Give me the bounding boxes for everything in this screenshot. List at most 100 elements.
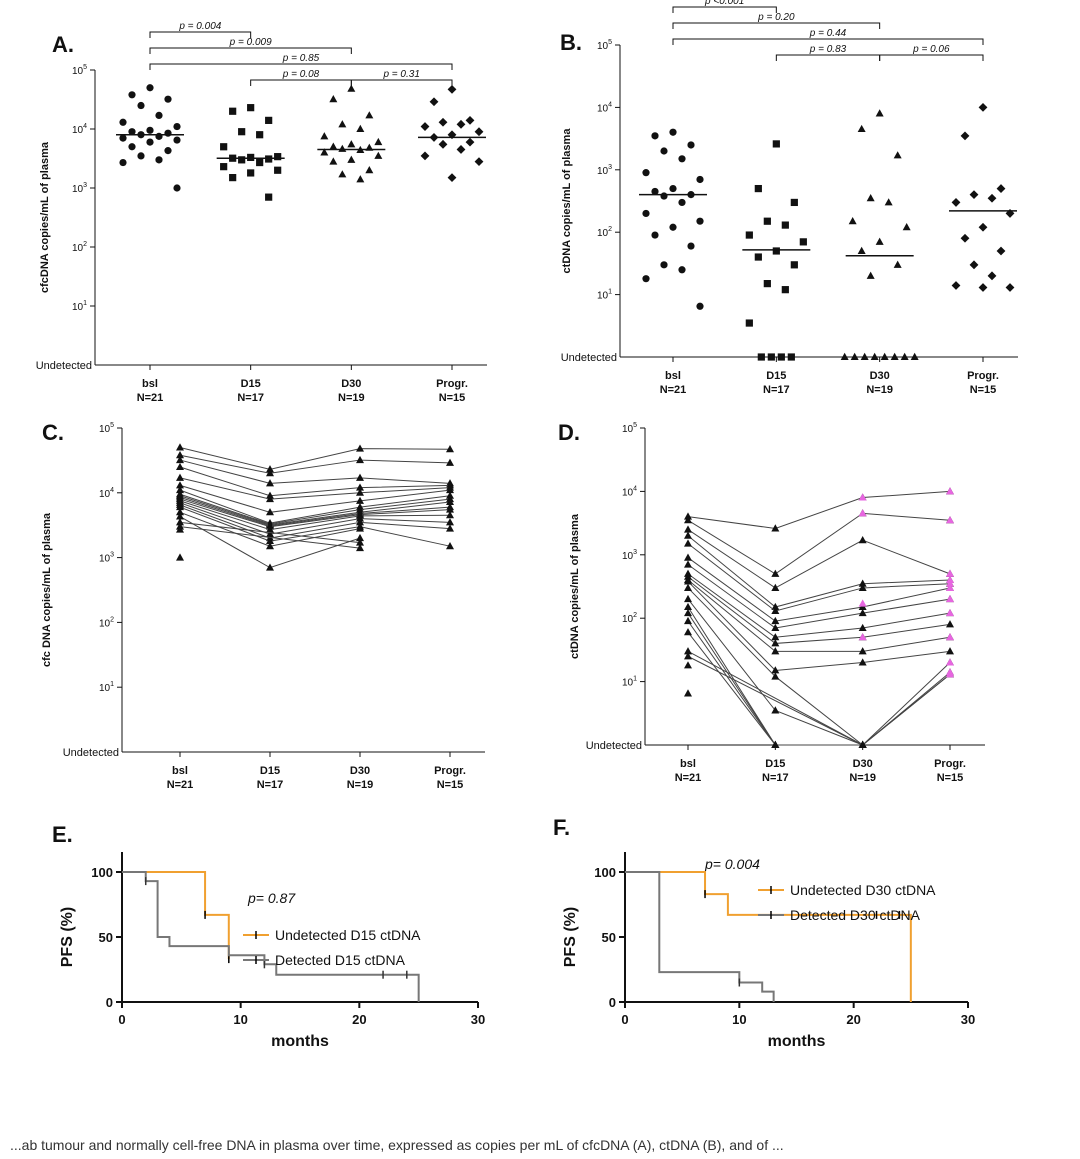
panel-a-point <box>466 116 475 125</box>
panel-c-y-tick-label: 105 <box>99 422 114 435</box>
panel-d-point <box>946 620 954 627</box>
panel-d-point <box>684 554 692 561</box>
panel-a-point <box>439 140 448 149</box>
panel-e-x-tick-label: 20 <box>352 1012 366 1027</box>
panel-a-p-value: p = 0.08 <box>282 69 320 80</box>
panel-b-point <box>961 234 970 243</box>
panel-a-point <box>173 136 180 143</box>
panel-b-point <box>849 217 857 224</box>
panel-d-point <box>684 539 692 546</box>
panel-a-point <box>119 159 126 166</box>
panel-f-legend-label: Undetected D30 ctDNA <box>790 882 936 898</box>
panel-a-x-tick-n: N=21 <box>137 392 164 404</box>
panel-d-highlight-point <box>946 633 954 640</box>
panel-a-x-tick-n: N=19 <box>338 392 365 404</box>
panel-a-point <box>229 174 236 181</box>
panel-b-x-tick-label: D30 <box>870 370 890 382</box>
panel-e-label: E. <box>52 822 73 847</box>
panel-b-point <box>894 151 902 158</box>
panel-a-y-tick-label: 101 <box>72 300 87 313</box>
panel-d-point <box>684 603 692 610</box>
panel-a-p-value: p = 0.31 <box>382 69 419 80</box>
panel-b-point <box>678 266 685 273</box>
panel-b-point <box>800 238 807 245</box>
panel-a-point <box>238 156 245 163</box>
panel-d-point <box>771 584 779 591</box>
panel-b-point <box>651 132 658 139</box>
panel-a-point <box>439 118 448 127</box>
panel-e-xlabel: months <box>271 1033 329 1050</box>
panel-c-x-tick-n: N=19 <box>347 779 374 791</box>
panel-b-point <box>979 283 988 292</box>
panel-d-highlight-point <box>859 509 867 516</box>
panel-a-point <box>155 133 162 140</box>
panel-b-point <box>755 253 762 260</box>
panel-c-point <box>356 474 364 481</box>
panel-b-point <box>1006 283 1015 292</box>
panel-d-point <box>684 532 692 539</box>
panel-a-point <box>320 132 328 139</box>
panel-f-x-tick-label: 10 <box>732 1012 746 1027</box>
panel-b-point <box>651 231 658 238</box>
panel-a-point <box>466 138 475 147</box>
panel-d-y-tick-label: 103 <box>622 549 637 562</box>
panel-a-point <box>475 127 484 136</box>
panel-b-point <box>894 261 902 268</box>
panel-f-ylabel: PFS (%) <box>562 907 579 967</box>
panel-b-point <box>764 280 771 287</box>
panel-a-point <box>457 120 466 129</box>
panel-b-point <box>901 353 909 360</box>
panel-a-x-tick-n: N=17 <box>237 392 264 404</box>
panel-a-point <box>421 122 430 131</box>
panel-a-point <box>164 96 171 103</box>
panel-c-series-line <box>180 485 450 512</box>
panel-a-point <box>347 140 355 147</box>
panel-b-point <box>696 218 703 225</box>
panel-b-point <box>903 223 911 230</box>
panel-c-y-tick-label: 103 <box>99 552 114 565</box>
panel-a-y-tick-label: 102 <box>72 241 87 254</box>
panel-b-x-tick-label: bsl <box>665 370 681 382</box>
panel-f-legend-label: Detected D30 ctDNA <box>790 907 921 923</box>
panel-a-x-tick-label: Progr. <box>436 378 468 390</box>
panel-d-highlight-point <box>946 487 954 494</box>
panel-a-point <box>338 145 346 152</box>
panel-a-point <box>247 169 254 176</box>
panel-b-p-value: p = 0.06 <box>912 44 950 55</box>
panel-b-bracket <box>776 55 879 61</box>
panel-d-highlight-point <box>859 599 867 606</box>
panel-b-point <box>660 261 667 268</box>
panel-b-p-value: p <0.001 <box>704 0 744 7</box>
panel-b-point <box>669 224 676 231</box>
panel-c-undetected-label: Undetected <box>63 747 119 759</box>
panel-b-point <box>755 185 762 192</box>
panel-a-point <box>119 135 126 142</box>
panel-b-point <box>660 192 667 199</box>
panel-b-point <box>746 231 753 238</box>
panel-c-ylabel: cfc DNA copies/mL of plasma <box>41 512 53 667</box>
panel-a-point <box>347 156 355 163</box>
panel-a-point <box>128 91 135 98</box>
panel-d-highlight-point <box>946 658 954 665</box>
panel-b-point <box>782 286 789 293</box>
panel-b-y-tick-label: 102 <box>597 226 612 239</box>
panel-c-x-tick-n: N=15 <box>437 779 464 791</box>
panel-a-p-value: p = 0.85 <box>282 53 320 64</box>
panel-d-highlight-point <box>946 609 954 616</box>
panel-c-x-tick-label: D15 <box>260 765 280 777</box>
panel-b-point <box>979 103 988 112</box>
panel-b-point <box>764 218 771 225</box>
panel-e-ylabel: PFS (%) <box>59 907 76 967</box>
panel-b-point <box>669 129 676 136</box>
panel-a-point <box>374 152 382 159</box>
panel-b-x-tick-n: N=19 <box>866 384 893 396</box>
panel-b-y-tick-label: 105 <box>597 39 612 52</box>
panel-d-point <box>684 595 692 602</box>
panel-b-point <box>997 247 1006 256</box>
panel-a-point <box>146 127 153 134</box>
panel-d-x-tick-label: bsl <box>680 758 696 770</box>
panel-b-point <box>867 272 875 279</box>
panel-f-x-tick-label: 0 <box>621 1012 628 1027</box>
panel-f-xlabel: months <box>768 1033 826 1050</box>
panel-f-y-tick-label: 100 <box>594 865 616 880</box>
